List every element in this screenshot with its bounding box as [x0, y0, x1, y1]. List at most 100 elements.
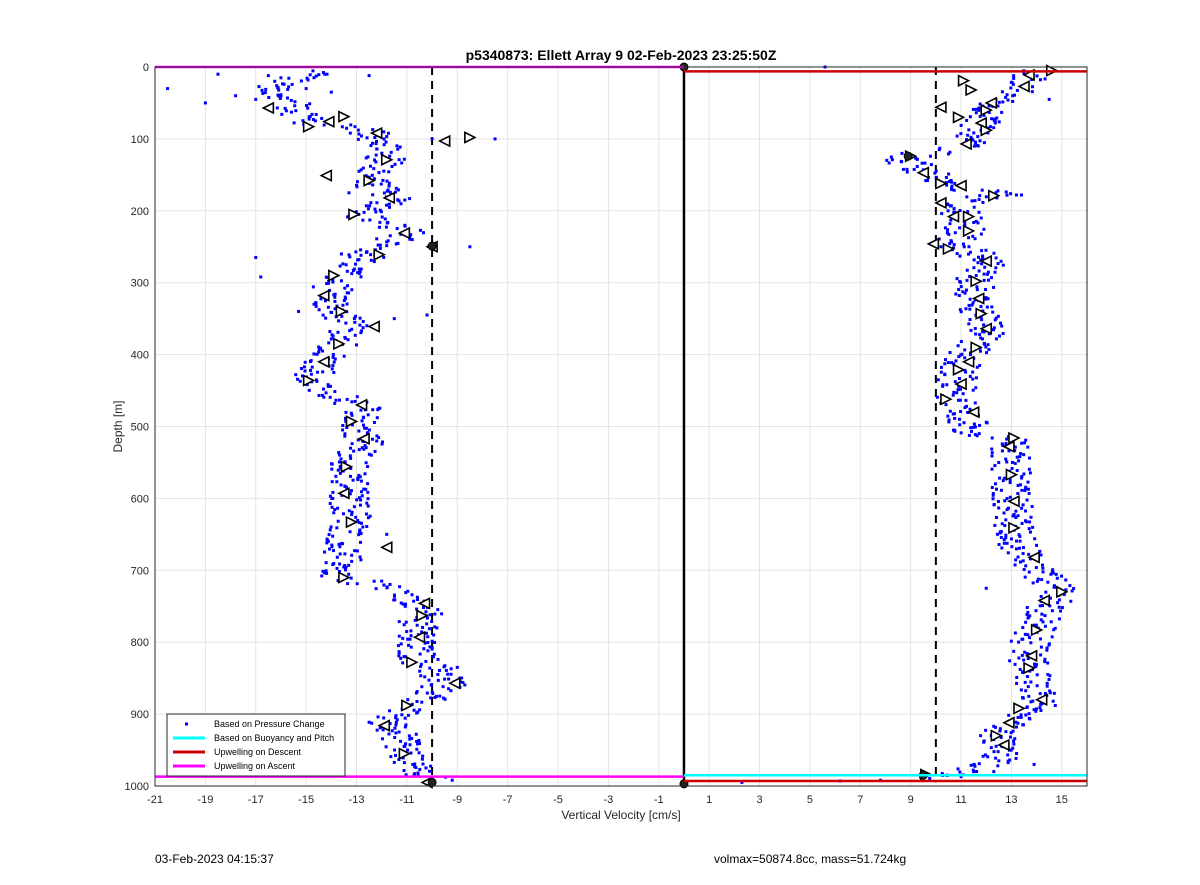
pressure-change-point	[1031, 85, 1035, 89]
pressure-change-point	[376, 715, 380, 719]
pressure-change-point	[348, 329, 352, 333]
pressure-change-point	[402, 157, 406, 161]
pressure-change-point	[962, 421, 966, 425]
pressure-change-point	[404, 723, 408, 727]
pressure-change-point	[346, 582, 350, 586]
buoyancy-triangle-marker	[333, 337, 346, 351]
pressure-change-point	[1013, 662, 1017, 666]
pressure-change-point	[1016, 555, 1020, 559]
pressure-change-point	[349, 576, 353, 580]
pressure-change-point	[996, 499, 1000, 503]
pressure-change-point	[1010, 460, 1014, 464]
pressure-change-point	[396, 241, 400, 245]
pressure-change-point	[964, 398, 968, 402]
pressure-change-point	[317, 308, 321, 312]
pressure-change-point	[351, 269, 355, 273]
pressure-change-point	[387, 170, 391, 174]
pressure-change-point	[994, 316, 998, 320]
pressure-change-point	[349, 123, 353, 127]
pressure-change-point	[967, 236, 971, 240]
pressure-change-point	[984, 345, 988, 349]
pressure-change-point	[997, 506, 1001, 510]
legend-label: Based on Pressure Change	[214, 719, 325, 729]
pressure-change-point	[372, 158, 376, 162]
pressure-change-point	[393, 748, 397, 752]
pressure-change-point	[266, 74, 270, 78]
pressure-change-point	[1032, 762, 1036, 766]
pressure-change-point	[933, 171, 937, 175]
pressure-change-point	[1018, 667, 1022, 671]
pressure-change-point	[353, 399, 357, 403]
pressure-change-point	[384, 203, 388, 207]
pressure-change-point	[366, 490, 370, 494]
buoyancy-triangle-marker	[354, 398, 368, 412]
pressure-change-point	[408, 637, 412, 641]
pressure-change-point	[307, 388, 311, 392]
pressure-change-point	[352, 505, 356, 509]
pressure-change-point	[885, 158, 889, 162]
buoyancy-triangle-marker	[965, 83, 978, 97]
x-tick-label: -13	[349, 794, 365, 806]
pressure-change-point	[1023, 650, 1027, 654]
pressure-change-point	[964, 288, 968, 292]
pressure-change-point	[380, 442, 384, 446]
pressure-change-point	[397, 620, 401, 624]
pressure-change-point	[940, 365, 944, 369]
pressure-change-point	[333, 390, 337, 394]
pressure-change-point	[1006, 753, 1010, 757]
pressure-change-point	[1001, 332, 1005, 336]
pressure-change-point	[993, 523, 997, 527]
pressure-change-point	[305, 383, 309, 387]
pressure-change-point	[368, 514, 372, 518]
pressure-change-point	[1025, 675, 1029, 679]
pressure-change-point	[1027, 527, 1031, 531]
pressure-change-point	[421, 625, 425, 629]
buoyancy-triangle-marker	[954, 377, 967, 391]
pressure-change-point	[948, 204, 952, 208]
pressure-change-point	[343, 568, 347, 572]
pressure-change-point	[275, 106, 279, 110]
pressure-change-point	[396, 188, 400, 192]
pressure-change-point	[962, 245, 966, 249]
pressure-change-point	[1035, 707, 1039, 711]
x-tick-label: -7	[503, 794, 513, 806]
pressure-change-point	[395, 227, 399, 231]
pressure-change-point	[359, 168, 363, 172]
pressure-change-point	[978, 139, 982, 143]
pressure-change-point	[387, 131, 391, 135]
buoyancy-triangle-marker	[345, 515, 359, 529]
pressure-change-point	[1068, 584, 1072, 588]
pressure-change-point	[1048, 689, 1052, 693]
pressure-change-point	[982, 227, 986, 231]
pressure-change-point	[315, 352, 319, 356]
pressure-change-point	[385, 189, 389, 193]
pressure-change-point	[329, 337, 333, 341]
pressure-change-point	[957, 417, 961, 421]
pressure-change-point	[956, 344, 960, 348]
pressure-change-point	[975, 365, 979, 369]
pressure-change-point	[341, 542, 345, 546]
pressure-change-point	[978, 364, 982, 368]
pressure-change-point	[415, 607, 419, 611]
pressure-change-point	[1047, 677, 1051, 681]
pressure-change-point	[362, 210, 366, 214]
pressure-change-point	[1055, 576, 1059, 580]
pressure-change-point	[1027, 552, 1031, 556]
pressure-change-point	[353, 125, 357, 129]
pressure-change-point	[433, 612, 437, 616]
pressure-change-point	[1032, 708, 1036, 712]
pressure-change-point	[359, 275, 363, 279]
pressure-change-point	[372, 579, 376, 583]
pressure-change-point	[986, 272, 990, 276]
pressure-change-point	[306, 78, 310, 82]
pressure-change-point	[977, 269, 981, 273]
pressure-change-point	[996, 750, 1000, 754]
pressure-change-point	[1011, 99, 1015, 103]
pressure-change-point	[1046, 580, 1050, 584]
pressure-change-point	[331, 364, 335, 368]
pressure-change-point	[981, 309, 985, 313]
pressure-change-point	[344, 336, 348, 340]
pressure-change-point	[1008, 659, 1012, 663]
pressure-change-point	[943, 226, 947, 230]
pressure-change-point	[423, 675, 427, 679]
